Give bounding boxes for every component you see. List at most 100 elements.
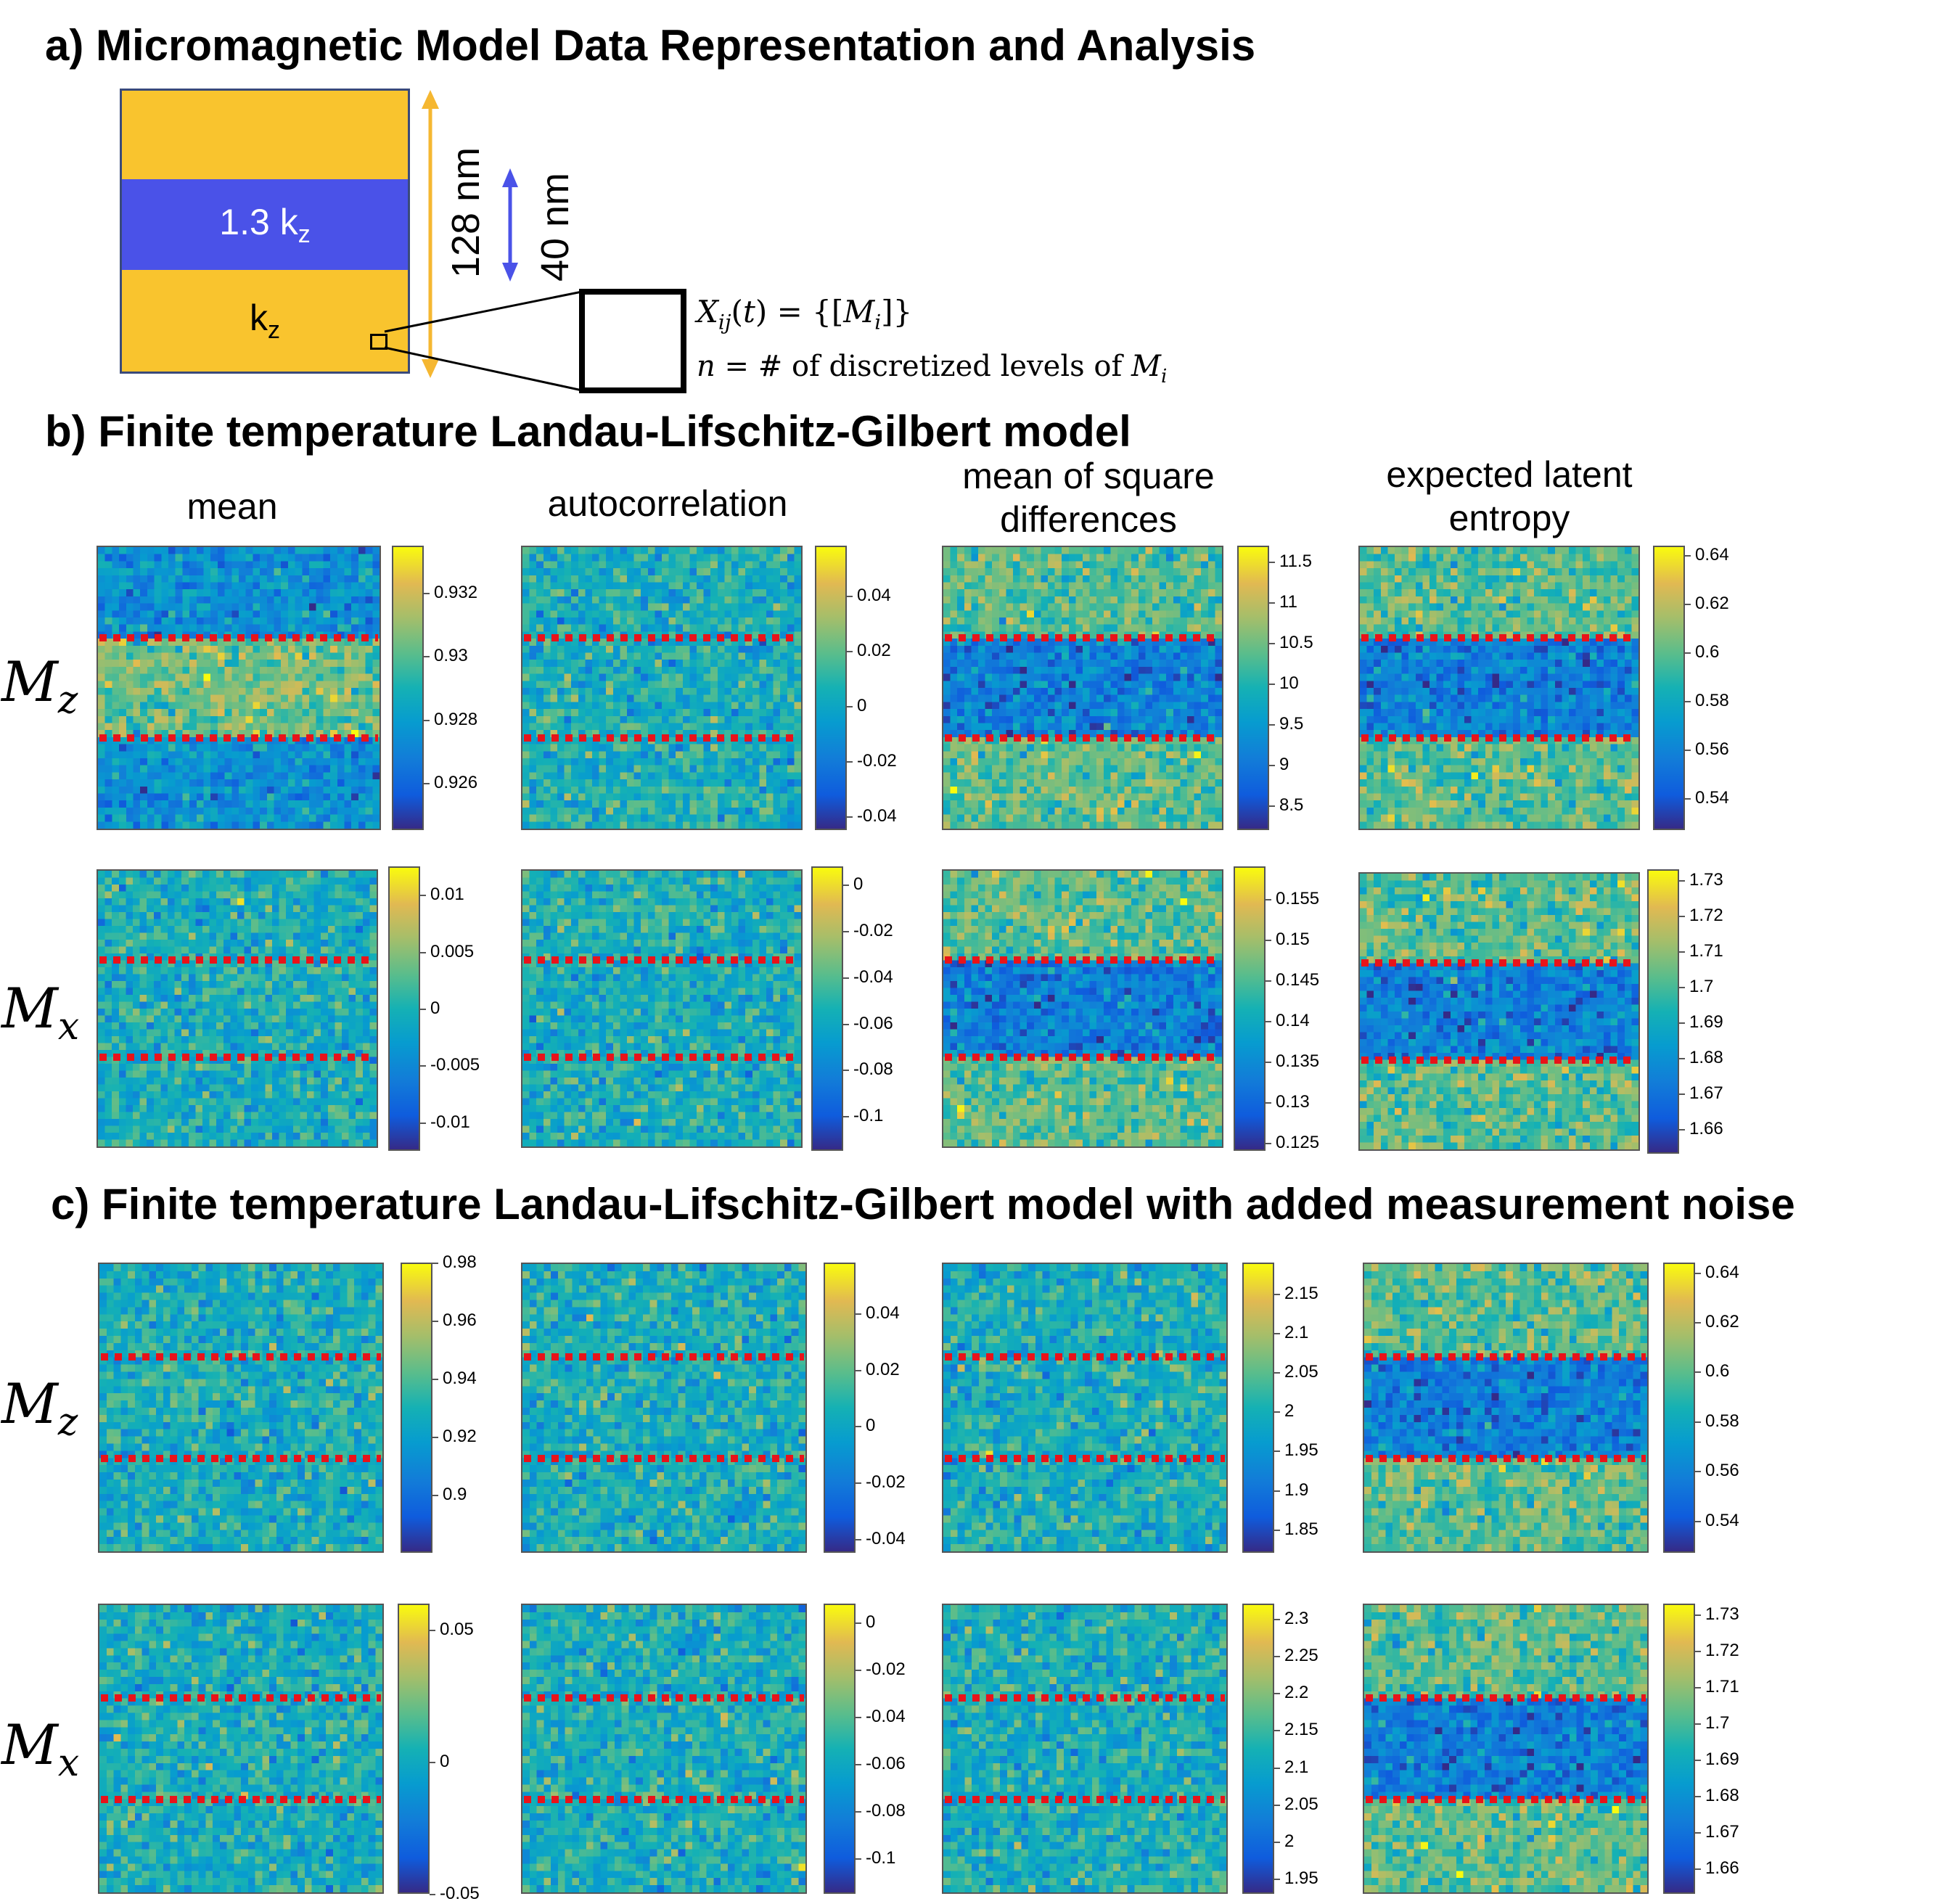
section-b-title: b) Finite temperature Landau-Lifschitz-G… bbox=[45, 407, 1131, 456]
colorbar-tick-b-Mx-entropy-5: 1.68 bbox=[1679, 1047, 1723, 1067]
colorbar-b-Mz-mean bbox=[392, 546, 424, 830]
layer-stack: 1.3 kz kz bbox=[120, 89, 410, 374]
colorbar-tick-c-Mx-msd-6: 2 bbox=[1273, 1831, 1295, 1852]
heatmap-b-Mx-msd bbox=[942, 869, 1223, 1148]
colorbar-c-Mz-msd bbox=[1242, 1263, 1274, 1553]
colorbar-tick-b-Mx-msd-2: 0.145 bbox=[1265, 969, 1320, 990]
boundary-line-b-Mz-msd-1 bbox=[945, 634, 1221, 641]
colorbar-tick-c-Mx-entropy-2: 1.71 bbox=[1695, 1677, 1739, 1696]
boundary-line-c-Mz-mean-2 bbox=[101, 1455, 381, 1462]
colorbar-tick-b-Mx-autocorrelation-4: -0.08 bbox=[843, 1059, 893, 1080]
boundary-line-b-Mz-msd-2 bbox=[945, 734, 1221, 742]
heatmap-c-Mz-entropy bbox=[1363, 1263, 1649, 1553]
colorbar-c-Mz-autocorrelation bbox=[824, 1263, 856, 1553]
colorbar-tick-c-Mx-mean-2: -0.05 bbox=[430, 1884, 480, 1903]
row-label-b-mz: Mz bbox=[1, 649, 78, 723]
boundary-line-b-Mx-mean-1 bbox=[99, 956, 375, 964]
colorbar-tick-b-Mx-mean-0: 0.01 bbox=[420, 885, 464, 905]
boundary-line-c-Mx-mean-2 bbox=[101, 1796, 381, 1803]
boundary-line-b-Mx-entropy-1 bbox=[1361, 959, 1637, 967]
colorbar-tick-b-Mx-entropy-4: 1.69 bbox=[1679, 1012, 1723, 1032]
colorbar-tick-c-Mz-msd-5: 1.9 bbox=[1273, 1480, 1309, 1500]
boundary-line-c-Mx-autocorrelation-1 bbox=[524, 1694, 804, 1702]
colorbar-tick-c-Mx-msd-0: 2.3 bbox=[1273, 1608, 1309, 1628]
colorbar-tick-b-Mx-autocorrelation-0: 0 bbox=[842, 874, 864, 895]
boundary-line-b-Mz-mean-2 bbox=[99, 734, 378, 742]
colorbar-c-Mz-mean bbox=[401, 1263, 432, 1553]
colorbar-tick-b-Mz-entropy-2: 0.6 bbox=[1684, 642, 1720, 662]
colorbar-tick-b-Mz-autocorrelation-4: -0.04 bbox=[847, 805, 897, 826]
colorbar-tick-b-Mz-entropy-3: 0.58 bbox=[1685, 691, 1729, 711]
boundary-line-b-Mx-mean-2 bbox=[99, 1054, 375, 1061]
colorbar-tick-b-Mz-autocorrelation-2: 0 bbox=[846, 695, 867, 715]
heatmap-c-Mx-mean bbox=[98, 1604, 384, 1894]
colorbar-b-Mx-msd bbox=[1234, 866, 1266, 1151]
colorbar-tick-c-Mx-mean-1: 0 bbox=[429, 1752, 450, 1772]
equation-cell-state: Xij(t) = {[Mi]} bbox=[697, 294, 913, 335]
colorbar-tick-b-Mx-msd-6: 0.125 bbox=[1265, 1132, 1320, 1152]
colorbar-tick-b-Mz-entropy-1: 0.62 bbox=[1685, 594, 1729, 614]
colorbar-tick-b-Mx-autocorrelation-3: -0.06 bbox=[843, 1013, 893, 1033]
colorbar-tick-b-Mx-entropy-7: 1.66 bbox=[1679, 1118, 1723, 1138]
column-header-entropy: expected latent entropy bbox=[1386, 454, 1633, 538]
colorbar-c-Mx-msd bbox=[1242, 1604, 1274, 1894]
colorbar-tick-b-Mx-msd-1: 0.15 bbox=[1266, 929, 1310, 949]
colorbar-tick-b-Mx-mean-2: 0 bbox=[419, 998, 440, 1018]
colorbar-tick-b-Mx-msd-0: 0.155 bbox=[1265, 888, 1320, 908]
colorbar-tick-b-Mx-entropy-2: 1.71 bbox=[1679, 940, 1723, 961]
heatmap-b-Mz-entropy bbox=[1358, 546, 1640, 830]
boundary-line-c-Mz-autocorrelation-1 bbox=[524, 1353, 804, 1361]
colorbar-tick-c-Mz-autocorrelation-4: -0.04 bbox=[856, 1528, 906, 1548]
colorbar-tick-c-Mx-entropy-3: 1.7 bbox=[1694, 1713, 1730, 1733]
colorbar-tick-b-Mx-entropy-1: 1.72 bbox=[1679, 905, 1723, 925]
boundary-line-c-Mz-msd-2 bbox=[945, 1455, 1225, 1462]
colorbar-tick-c-Mx-msd-4: 2.1 bbox=[1273, 1757, 1309, 1777]
colorbar-tick-b-Mx-msd-5: 0.13 bbox=[1266, 1091, 1310, 1112]
bottom-easy-layer: kz bbox=[122, 270, 408, 372]
colorbar-tick-c-Mz-entropy-5: 0.54 bbox=[1695, 1510, 1739, 1530]
colorbar-tick-c-Mz-msd-4: 1.95 bbox=[1274, 1440, 1318, 1461]
boundary-line-b-Mx-msd-1 bbox=[945, 956, 1221, 964]
column-header-autocorrelation: autocorrelation bbox=[547, 483, 788, 524]
heatmap-c-Mx-autocorrelation bbox=[521, 1604, 807, 1894]
boundary-line-c-Mx-entropy-2 bbox=[1366, 1796, 1646, 1803]
colorbar-tick-c-Mx-autocorrelation-4: -0.08 bbox=[856, 1801, 906, 1821]
heatmap-c-Mz-autocorrelation bbox=[521, 1263, 807, 1553]
row-label-c-mx: Mx bbox=[1, 1712, 80, 1786]
boundary-line-b-Mx-autocorrelation-1 bbox=[524, 956, 800, 964]
colorbar-c-Mx-autocorrelation bbox=[824, 1604, 856, 1894]
colorbar-tick-c-Mz-entropy-1: 0.62 bbox=[1695, 1312, 1739, 1332]
colorbar-tick-c-Mx-autocorrelation-2: -0.04 bbox=[856, 1707, 906, 1727]
heatmap-c-Mx-entropy bbox=[1363, 1604, 1649, 1894]
colorbar-tick-c-Mx-msd-7: 1.95 bbox=[1274, 1868, 1318, 1889]
total-thickness-label: 128 nm bbox=[444, 147, 488, 279]
boundary-line-c-Mz-mean-1 bbox=[101, 1353, 381, 1361]
colorbar-tick-c-Mz-msd-3: 2 bbox=[1273, 1401, 1295, 1421]
colorbar-tick-c-Mz-msd-1: 2.1 bbox=[1273, 1323, 1309, 1343]
heatmap-b-Mx-autocorrelation bbox=[521, 869, 803, 1148]
heatmap-b-Mz-autocorrelation bbox=[521, 546, 803, 830]
section-c-title: c) Finite temperature Landau-Lifschitz-G… bbox=[51, 1180, 1795, 1228]
boundary-line-c-Mx-mean-1 bbox=[101, 1694, 381, 1702]
row-label-c-mz: Mz bbox=[1, 1371, 78, 1445]
boundary-line-b-Mz-entropy-2 bbox=[1361, 734, 1637, 742]
boundary-line-c-Mz-entropy-2 bbox=[1366, 1455, 1646, 1462]
colorbar-tick-b-Mx-autocorrelation-5: -0.1 bbox=[842, 1106, 884, 1126]
colorbar-tick-c-Mz-mean-3: 0.92 bbox=[432, 1427, 477, 1446]
colorbar-tick-b-Mz-mean-1: 0.93 bbox=[424, 646, 468, 666]
boundary-line-b-Mz-autocorrelation-2 bbox=[524, 734, 800, 742]
colorbar-tick-c-Mx-autocorrelation-1: -0.02 bbox=[856, 1659, 906, 1680]
colorbar-tick-c-Mz-autocorrelation-0: 0.04 bbox=[856, 1302, 900, 1323]
colorbar-tick-b-Mz-msd-4: 9.5 bbox=[1268, 714, 1304, 734]
heatmap-b-Mx-mean bbox=[97, 869, 378, 1148]
heatmap-b-Mz-mean bbox=[97, 546, 381, 830]
colorbar-tick-c-Mz-autocorrelation-3: -0.02 bbox=[856, 1472, 906, 1492]
heatmap-c-Mz-mean bbox=[98, 1263, 384, 1553]
colorbar-tick-c-Mx-msd-1: 2.25 bbox=[1274, 1645, 1318, 1665]
top-easy-layer bbox=[122, 91, 408, 179]
colorbar-tick-c-Mz-autocorrelation-2: 0 bbox=[855, 1416, 876, 1436]
colorbar-tick-c-Mx-msd-2: 2.2 bbox=[1273, 1683, 1309, 1703]
hard-layer-label: 1.3 kz bbox=[219, 201, 311, 248]
section-a-title: a) Micromagnetic Model Data Representati… bbox=[45, 21, 1256, 70]
boundary-line-c-Mz-msd-1 bbox=[945, 1353, 1225, 1361]
